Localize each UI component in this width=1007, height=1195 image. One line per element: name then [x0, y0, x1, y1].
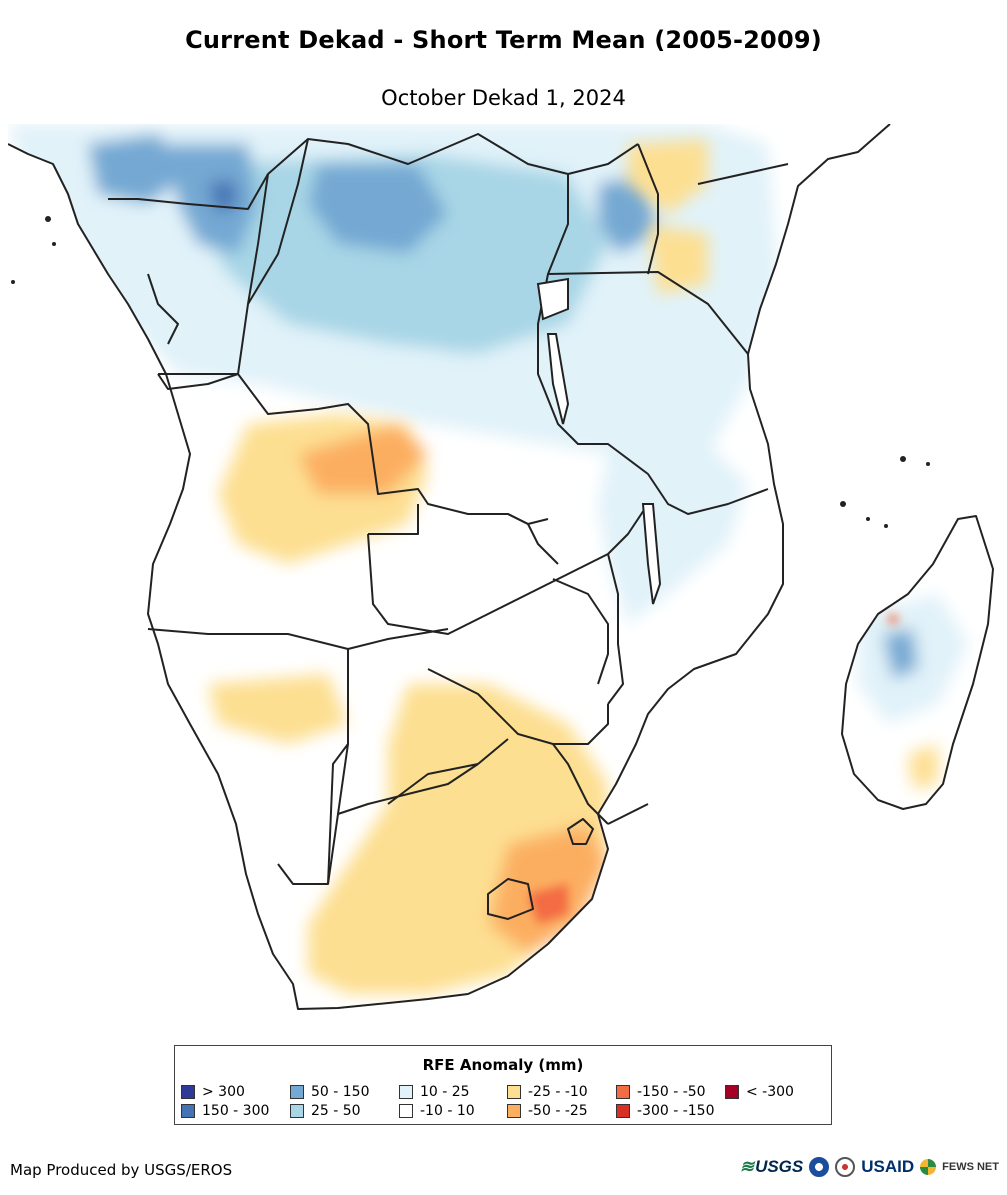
anomaly-zone-25-50-center	[198, 154, 608, 354]
legend-label: 10 - 25	[420, 1084, 470, 1100]
map-credit: Map Produced by USGS/EROS	[10, 1161, 233, 1179]
legend-swatch	[290, 1085, 304, 1099]
map-subtitle: October Dekad 1, 2024	[381, 86, 626, 110]
usgs-logo: ≋USGS	[740, 1157, 803, 1177]
legend-item: 150 - 300	[181, 1103, 269, 1119]
usgs-logo-text: USGS	[755, 1157, 804, 1176]
legend-item: -50 - -25	[507, 1103, 588, 1119]
legend-label: -25 - -10	[528, 1084, 588, 1100]
country-borders	[108, 133, 789, 920]
anomaly-zone-10-25-east	[598, 444, 748, 624]
legend-label: -300 - -150	[637, 1103, 715, 1119]
agency-seal-icon	[835, 1157, 856, 1177]
anomaly-field	[8, 124, 968, 994]
legend-swatch	[399, 1104, 413, 1118]
rainfall-anomaly-map	[8, 124, 994, 1010]
legend-label: -150 - -50	[637, 1084, 706, 1100]
lake-tanganyika	[546, 333, 570, 425]
anomaly-zone-minus50-150-mad	[888, 614, 898, 624]
logo-strip: ≋USGS USAID FEWS NET	[740, 1157, 999, 1177]
anomaly-zone-minus10-25-ne	[628, 139, 708, 214]
legend-item: 25 - 50	[290, 1103, 361, 1119]
anomaly-zone-25-50-congo	[368, 274, 498, 354]
fews-net-logo: FEWS NET	[942, 1161, 999, 1173]
legend-swatch	[507, 1104, 521, 1118]
legend-label: 50 - 150	[311, 1084, 370, 1100]
anomaly-zone-minus10-25-namibia	[208, 674, 348, 744]
islands	[11, 216, 930, 528]
legend-label: 25 - 50	[311, 1103, 361, 1119]
legend-swatch	[616, 1104, 630, 1118]
usaid-logo: USAID	[861, 1157, 915, 1176]
legend-label: -10 - 10	[420, 1103, 475, 1119]
legend-item: 50 - 150	[290, 1084, 370, 1100]
lake-victoria	[536, 277, 569, 321]
legend-item: < -300	[725, 1084, 794, 1100]
legend-item: -300 - -150	[616, 1103, 715, 1119]
usgs-wave-icon: ≋	[739, 1157, 755, 1176]
legend-swatch	[290, 1104, 304, 1118]
anomaly-zone-minus10-25-mad	[908, 744, 938, 789]
anomaly-zone-minus10-25-kenya	[648, 224, 708, 294]
madagascar-coast	[841, 515, 994, 810]
legend-title: RFE Anomaly (mm)	[422, 1056, 584, 1074]
anomaly-zone-minus25-50-angola	[298, 424, 428, 494]
legend-label: 150 - 300	[202, 1103, 270, 1119]
legend-item: -10 - 10	[399, 1103, 475, 1119]
anomaly-zone-minus50-150	[528, 884, 568, 924]
legend-swatch	[181, 1085, 195, 1099]
map-title: Current Dekad - Short Term Mean (2005-20…	[185, 26, 822, 54]
anomaly-zone-50-150-mad	[883, 629, 918, 679]
lakes	[536, 277, 662, 605]
legend-swatch	[399, 1085, 413, 1099]
anomaly-zone-50-150-center	[308, 164, 448, 254]
legend-item: 10 - 25	[399, 1084, 470, 1100]
legend-item: > 300	[181, 1084, 245, 1100]
legend-label: < -300	[746, 1084, 794, 1100]
legend-swatch	[725, 1085, 739, 1099]
anomaly-zone-50-150-north	[88, 134, 188, 204]
legend-swatch	[507, 1085, 521, 1099]
lesotho-border	[487, 878, 534, 920]
legend-label: -50 - -25	[528, 1103, 588, 1119]
legend-label: > 300	[202, 1084, 245, 1100]
anomaly-zone-150-300	[208, 179, 238, 214]
lake-malawi	[641, 503, 662, 605]
fews-globe-icon	[920, 1159, 937, 1175]
legend-item: -25 - -10	[507, 1084, 588, 1100]
noaa-seal-icon	[809, 1157, 830, 1177]
legend: RFE Anomaly (mm) > 300 150 - 300 50 - 15…	[174, 1045, 832, 1125]
legend-swatch	[181, 1104, 195, 1118]
eswatini-border	[567, 818, 594, 845]
legend-item: -150 - -50	[616, 1084, 706, 1100]
legend-swatch	[616, 1085, 630, 1099]
